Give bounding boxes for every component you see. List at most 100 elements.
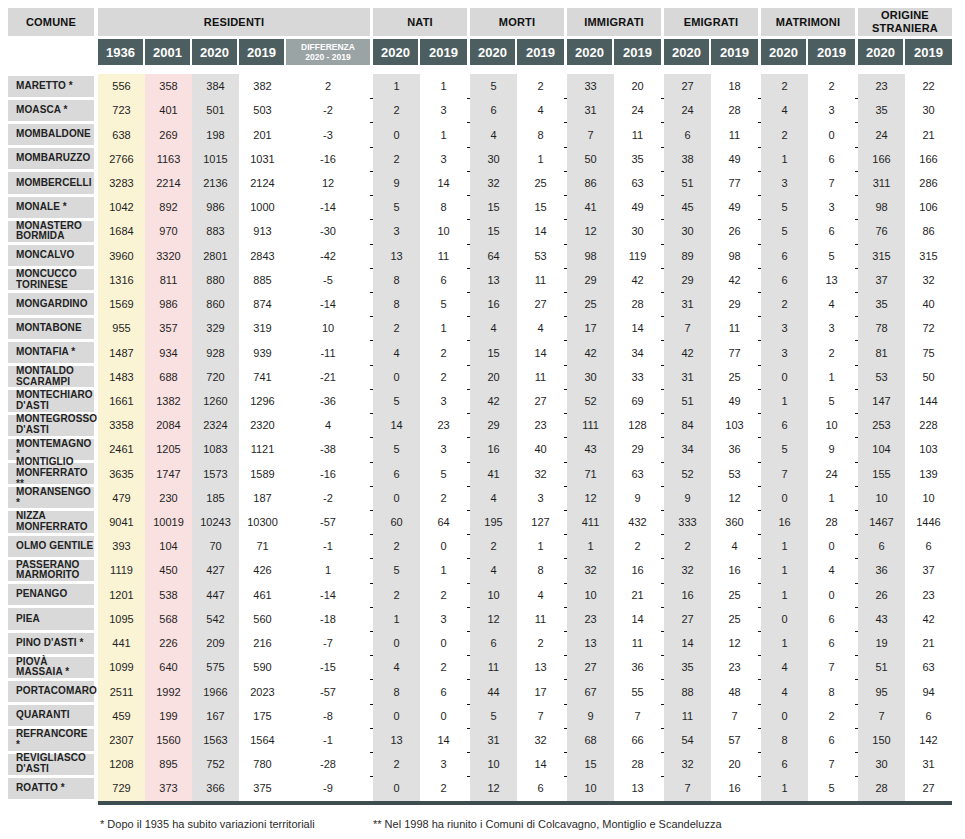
value-cell: 5 bbox=[470, 704, 517, 728]
value-cell: 7 bbox=[808, 752, 855, 776]
value-cell: 1560 bbox=[145, 728, 192, 752]
value-cell: 375 bbox=[239, 776, 286, 800]
value-cell: 6 bbox=[808, 631, 855, 655]
value-cell: 0 bbox=[808, 534, 855, 558]
value-cell: 560 bbox=[239, 607, 286, 631]
value-cell: 1 bbox=[373, 607, 420, 631]
value-cell: 2 bbox=[373, 98, 420, 122]
value-cell: 53 bbox=[858, 365, 905, 389]
group-header: MORTI bbox=[470, 8, 564, 36]
value-cell: 25 bbox=[517, 171, 564, 195]
value-cell: 1382 bbox=[145, 389, 192, 413]
value-cell: 86 bbox=[905, 219, 952, 243]
value-cell: 3320 bbox=[145, 244, 192, 268]
value-cell: 32 bbox=[470, 171, 517, 195]
value-cell: 36 bbox=[711, 437, 758, 461]
value-cell: -15 bbox=[286, 655, 370, 679]
value-cell: 4 bbox=[517, 98, 564, 122]
value-cell: 1083 bbox=[192, 437, 239, 461]
value-cell: 12 bbox=[711, 486, 758, 510]
value-cell: 226 bbox=[145, 631, 192, 655]
value-cell: 432 bbox=[614, 510, 661, 534]
year-header: 2019 bbox=[711, 39, 758, 65]
value-cell: 1095 bbox=[98, 607, 145, 631]
value-cell: 5 bbox=[761, 219, 808, 243]
row-values: 3931047071-1202112241066 bbox=[98, 534, 952, 558]
value-cell: 5 bbox=[808, 244, 855, 268]
table-body: MARETTO *5563583843822115233202718222322… bbox=[8, 74, 952, 801]
bottom-border bbox=[98, 801, 952, 805]
value-cell: -2 bbox=[286, 98, 370, 122]
comune-cell: ROATTO * bbox=[8, 778, 94, 799]
value-cell: 28 bbox=[858, 776, 905, 800]
value-cell: 13 bbox=[567, 631, 614, 655]
value-cell: 4 bbox=[761, 679, 808, 703]
value-cell: 76 bbox=[858, 219, 905, 243]
value-cell: 720 bbox=[192, 365, 239, 389]
value-cell: 36 bbox=[858, 558, 905, 582]
value-cell: 729 bbox=[98, 776, 145, 800]
table-row: MONGARDINO1569986860874-1485162725283129… bbox=[8, 292, 952, 316]
comune-cell: PORTACOMARO bbox=[8, 681, 94, 702]
value-cell: 2214 bbox=[145, 171, 192, 195]
value-cell: 1 bbox=[761, 147, 808, 171]
row-values: 5563583843822115233202718222322 bbox=[98, 74, 952, 98]
value-cell: 6 bbox=[808, 219, 855, 243]
value-cell: 55 bbox=[614, 679, 661, 703]
value-cell: 1573 bbox=[192, 462, 239, 486]
value-cell: -14 bbox=[286, 583, 370, 607]
value-cell: 52 bbox=[664, 462, 711, 486]
value-cell: 6 bbox=[808, 728, 855, 752]
value-cell: 286 bbox=[905, 171, 952, 195]
value-cell: 411 bbox=[567, 510, 614, 534]
table-row: PORTACOMARO2511199219662023-578644176755… bbox=[8, 679, 952, 703]
value-cell: 14 bbox=[517, 219, 564, 243]
demographics-table: COMUNERESIDENTINATIMORTIIMMIGRATIEMIGRAT… bbox=[8, 8, 952, 805]
value-cell: 0 bbox=[761, 486, 808, 510]
value-cell: 166 bbox=[905, 147, 952, 171]
value-cell: 0 bbox=[761, 365, 808, 389]
value-cell: 6 bbox=[373, 462, 420, 486]
value-cell: 955 bbox=[98, 316, 145, 340]
value-cell: 31 bbox=[664, 292, 711, 316]
value-cell: 185 bbox=[192, 486, 239, 510]
value-cell: 5 bbox=[373, 558, 420, 582]
value-cell: -1 bbox=[286, 728, 370, 752]
value-cell: 1684 bbox=[98, 219, 145, 243]
value-cell: 10019 bbox=[145, 510, 192, 534]
value-cell: 63 bbox=[905, 655, 952, 679]
table-row: PINO D'ASTI *441226209216-70062131114121… bbox=[8, 631, 952, 655]
value-cell: 29 bbox=[664, 268, 711, 292]
value-cell: 98 bbox=[858, 195, 905, 219]
year-header: 2019 bbox=[420, 39, 467, 65]
value-cell: 4 bbox=[808, 292, 855, 316]
value-cell: 4 bbox=[761, 98, 808, 122]
value-cell: 311 bbox=[858, 171, 905, 195]
value-cell: 36 bbox=[614, 655, 661, 679]
value-cell: 1446 bbox=[905, 510, 952, 534]
value-cell: 8 bbox=[373, 268, 420, 292]
table-row: QUARANTI459199167175-80057971170276 bbox=[8, 704, 952, 728]
value-cell: 49 bbox=[614, 195, 661, 219]
value-cell: 66 bbox=[614, 728, 661, 752]
value-cell: 127 bbox=[517, 510, 564, 534]
value-cell: 23 bbox=[858, 74, 905, 98]
value-cell: 6 bbox=[858, 534, 905, 558]
value-cell: 14 bbox=[420, 728, 467, 752]
value-cell: 427 bbox=[192, 558, 239, 582]
value-cell: 2320 bbox=[239, 413, 286, 437]
value-cell: 30 bbox=[614, 219, 661, 243]
value-cell: 29 bbox=[470, 413, 517, 437]
value-cell: 37 bbox=[858, 268, 905, 292]
value-cell: 44 bbox=[470, 679, 517, 703]
value-cell: 6 bbox=[761, 268, 808, 292]
value-cell: 538 bbox=[145, 583, 192, 607]
row-values: 1569986860874-1485162725283129243540 bbox=[98, 292, 952, 316]
value-cell: 6 bbox=[905, 704, 952, 728]
value-cell: 928 bbox=[192, 340, 239, 364]
value-cell: 27 bbox=[905, 776, 952, 800]
value-cell: 934 bbox=[145, 340, 192, 364]
value-cell: 53 bbox=[711, 462, 758, 486]
value-cell: 880 bbox=[192, 268, 239, 292]
value-cell: 14 bbox=[664, 631, 711, 655]
